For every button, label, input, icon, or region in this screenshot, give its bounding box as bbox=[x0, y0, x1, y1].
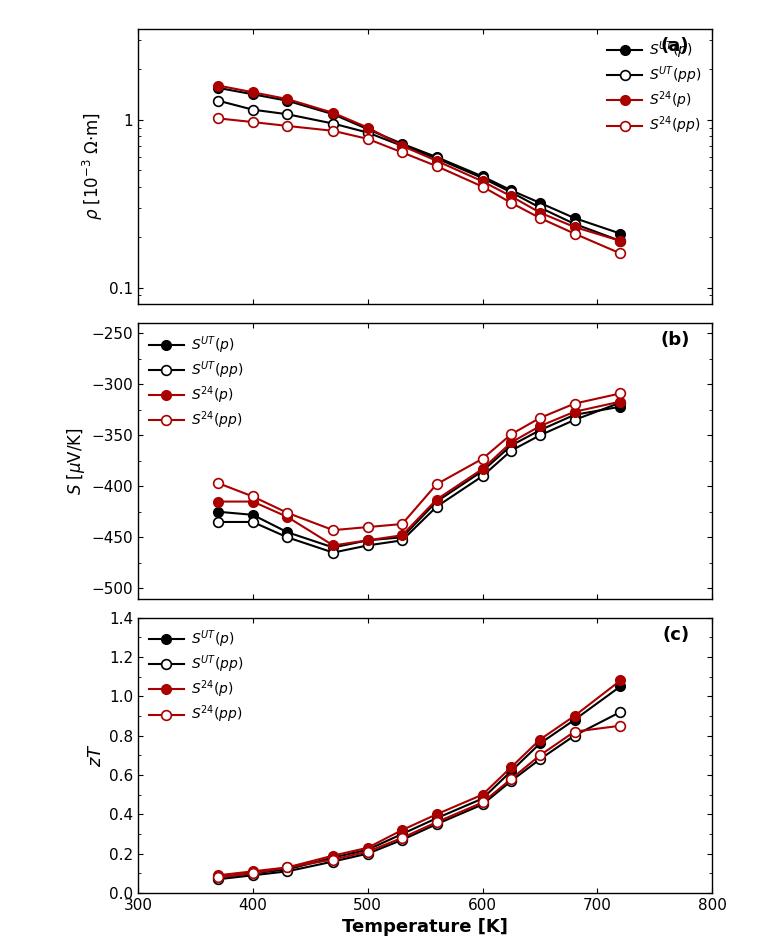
Y-axis label: $\rho$ [10$^{-3}$ $\Omega$$\cdot$m]: $\rho$ [10$^{-3}$ $\Omega$$\cdot$m] bbox=[80, 112, 105, 220]
X-axis label: Temperature [K]: Temperature [K] bbox=[342, 919, 508, 937]
Legend: $\mathit{S}^{UT}(p)$, $\mathit{S}^{UT}(pp)$, $\mathit{S}^{24}(p)$, $\mathit{S}^{: $\mathit{S}^{UT}(p)$, $\mathit{S}^{UT}(p… bbox=[145, 624, 247, 730]
Text: (b): (b) bbox=[660, 332, 689, 350]
Y-axis label: $S$ [$\mu$V/K]: $S$ [$\mu$V/K] bbox=[65, 427, 87, 495]
Text: (a): (a) bbox=[661, 37, 689, 55]
Legend: $\mathit{S}^{UT}(p)$, $\mathit{S}^{UT}(pp)$, $\mathit{S}^{24}(p)$, $\mathit{S}^{: $\mathit{S}^{UT}(p)$, $\mathit{S}^{UT}(p… bbox=[145, 330, 247, 435]
Y-axis label: $zT$: $zT$ bbox=[87, 744, 105, 767]
Legend: $\mathit{S}^{UT}(p)$, $\mathit{S}^{UT}(pp)$, $\mathit{S}^{24}(p)$, $\mathit{S}^{: $\mathit{S}^{UT}(p)$, $\mathit{S}^{UT}(p… bbox=[603, 35, 705, 141]
Text: (c): (c) bbox=[663, 626, 689, 644]
